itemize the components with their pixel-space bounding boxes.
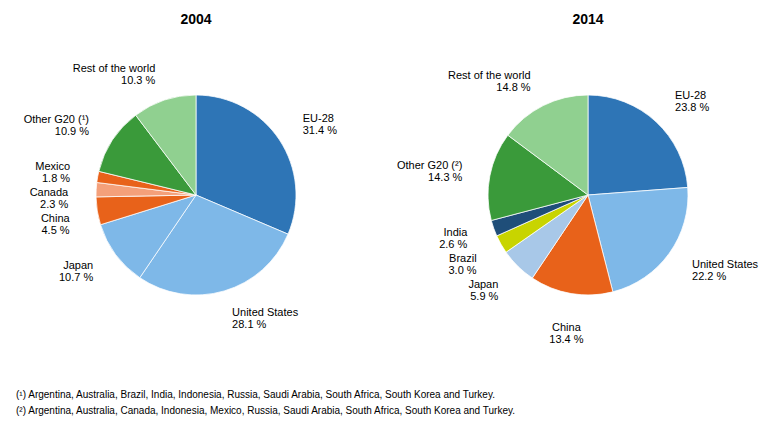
slice-value-label: 10.3 % [121,74,155,86]
slice-value-label: 28.1 % [232,318,266,330]
chart-svg: EU-2831.4 %United States28.1 %Japan10.7 … [0,0,784,443]
footnote: (¹) Argentina, Australia, Brazil, India,… [16,389,495,400]
slice-category: Mexico [35,160,70,172]
pie-chart: EU-2823.8 % United States22.2 % China13.4 … [397,69,759,346]
slice-label: Brazil3.0 % [448,252,476,276]
slice-category: China [41,212,71,224]
slices [488,95,688,295]
slice-value-label: 3.0 % [448,264,476,276]
slice-label: China4.5 % [41,212,71,236]
slices [96,95,296,295]
slice-label: United States22.2 % [692,258,759,282]
slice-label: United States28.1 % [232,306,299,330]
slice-labels: EU-2823.8 % United States22.2 % China13.4 … [397,69,759,346]
slice-value-label: 2.3 % [40,198,68,210]
slice-category: Japan [468,278,498,290]
slice-value-label: 14.3 % [428,171,462,183]
slice-label: Mexico1.8 % [35,160,70,184]
slice-category: EU-28 [303,112,334,124]
slice-category: Rest of the world [448,69,531,81]
slice-label: Other G20 (¹)10.9 % [24,113,90,137]
slice-value-label: 31.4 % [303,124,337,136]
slice-category: Brazil [449,252,477,264]
pie-chart: EU-2831.4 % United States28.1 % Japan10.7 … [24,62,338,330]
slice-label: Japan5.9 % [468,278,498,302]
pie-slice [508,95,588,195]
slice-value-label: 1.8 % [42,172,70,184]
slice-label: India2.6 % [439,226,468,250]
slice-value-label: 5.9 % [470,290,498,302]
slice-category: Canada [30,186,69,198]
chart-title: 2004 [180,11,211,27]
slice-category: United States [232,306,299,318]
slice-label: Rest of the world14.8 % [448,69,531,93]
slice-label: Rest of the world10.3 % [73,62,156,86]
slice-category: Rest of the world [73,62,156,74]
slice-value-label: 23.8 % [675,101,709,113]
slice-label: Japan10.7 % [59,259,93,283]
slice-category: EU-28 [675,89,706,101]
slice-value-label: 2.6 % [439,238,467,250]
slice-value-label: 4.5 % [41,224,69,236]
slice-label: EU-2831.4 % [303,112,337,136]
slice-label: EU-2823.8 % [675,89,709,113]
slice-category: United States [692,258,759,270]
footnote: (²) Argentina, Australia, Canada, Indone… [16,405,515,416]
chart-container: EU-2831.4 %United States28.1 %Japan10.7 … [0,0,784,443]
slice-category: Other G20 (²) [397,159,462,171]
pie-slice [136,95,196,195]
slice-value-label: 10.9 % [55,125,89,137]
slice-label: Other G20 (²)14.3 % [397,159,463,183]
slice-category: Other G20 (¹) [24,113,89,125]
slice-value-label: 10.7 % [59,271,93,283]
pie-slice [96,195,196,225]
slice-label: China13.4 % [549,321,583,345]
slice-value-label: 14.8 % [496,81,530,93]
slice-value-label: 13.4 % [549,333,583,345]
slice-category: Japan [63,259,93,271]
slice-category: India [443,226,468,238]
chart-title: 2014 [572,11,603,27]
slice-labels: EU-2831.4 % United States28.1 % Japan10.7 … [24,62,338,330]
pie-slice [588,95,688,195]
slice-label: Canada2.3 % [30,186,69,210]
slice-category: China [552,321,582,333]
slice-value-label: 22.2 % [692,270,726,282]
